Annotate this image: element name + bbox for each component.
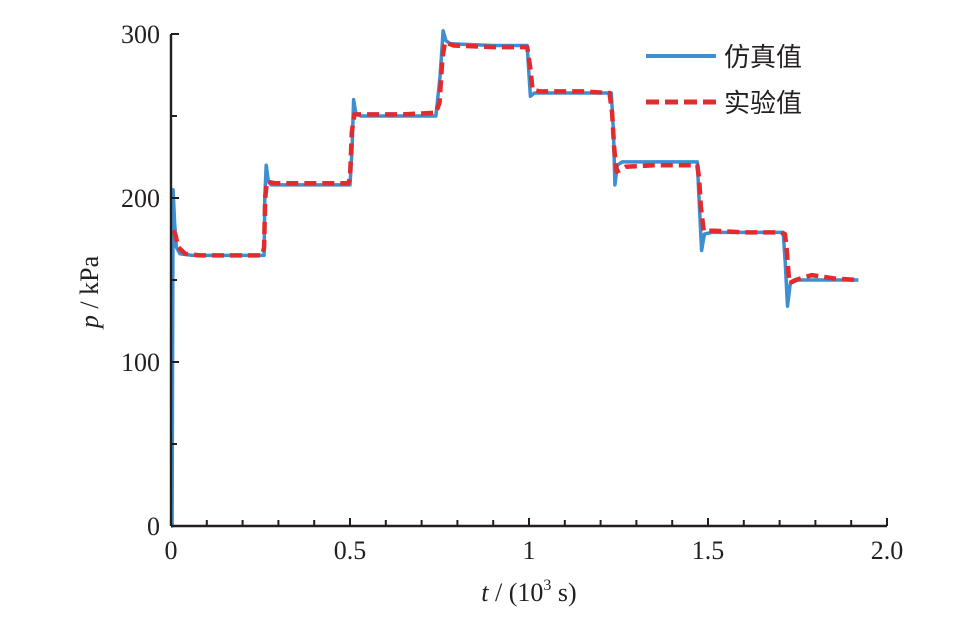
x-tick-label: 1 xyxy=(523,536,536,565)
x-axis-label-superscript: 3 xyxy=(543,577,551,594)
x-axis-ticks: 0 0.5 1 1.5 2.0 xyxy=(165,518,904,565)
y-axis-label-variable: p xyxy=(75,315,104,330)
y-axis-label-text: / kPa xyxy=(75,255,104,315)
y-tick-label: 0 xyxy=(147,512,160,541)
x-tick-label: 0.5 xyxy=(334,536,367,565)
y-axis-label: p / kPa xyxy=(75,255,104,330)
x-axis-label-variable: t xyxy=(481,578,489,607)
legend-label: 实验值 xyxy=(724,89,802,119)
plot-series xyxy=(170,28,859,528)
x-axis-label-text: / (10 xyxy=(489,578,544,607)
y-tick-label: 200 xyxy=(121,184,160,213)
legend-label: 仿真值 xyxy=(724,43,802,73)
x-tick-label: 1.5 xyxy=(692,536,725,565)
x-axis-label: t / (103 s) xyxy=(481,577,576,607)
y-tick-label: 100 xyxy=(121,348,160,377)
x-tick-label: 2.0 xyxy=(871,536,904,565)
y-axis-ticks: 0 100 200 300 xyxy=(121,20,179,541)
series-line-2 xyxy=(171,39,859,286)
y-tick-label: 300 xyxy=(121,20,160,49)
x-tick-label: 0 xyxy=(165,536,178,565)
x-axis-label-unit: s) xyxy=(551,578,576,607)
